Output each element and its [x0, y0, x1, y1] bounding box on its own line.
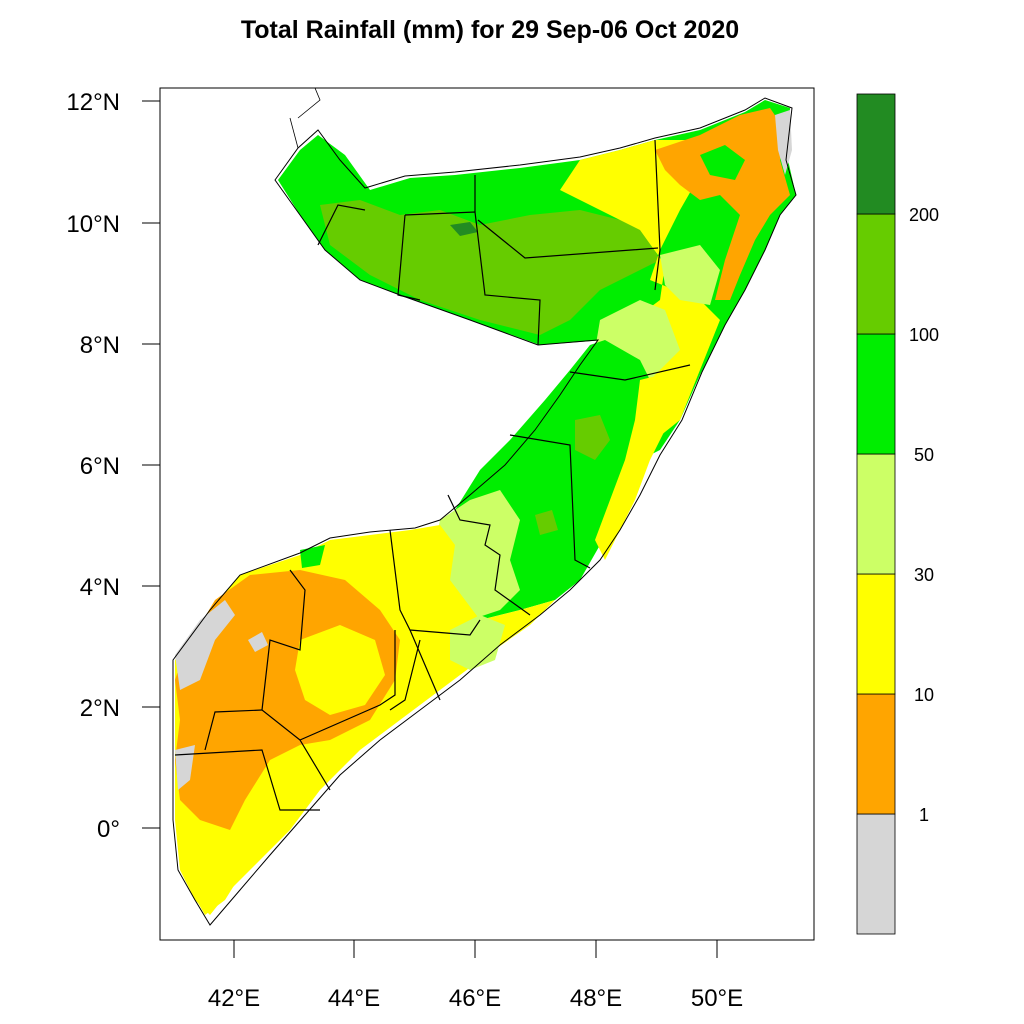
color-bar-bin — [856, 93, 896, 215]
color-bar-bin — [856, 333, 896, 455]
south-orange-top — [300, 580, 355, 620]
coastline-detail — [289, 88, 321, 149]
color-bar-labels: 1 10 30 50 100 200 — [909, 205, 939, 825]
northeast-orange — [655, 108, 790, 300]
northeast-grey-tip — [775, 110, 792, 175]
central-darkgreen-spot-2 — [535, 510, 558, 535]
map-title: Total Rainfall (mm) for 29 Sep-06 Oct 20… — [240, 16, 740, 44]
plot-frame — [159, 87, 815, 941]
color-bar-bin — [856, 213, 896, 335]
y-tick-label: 12°N — [66, 89, 120, 116]
color-bar-bin — [856, 573, 896, 695]
northeast-yellow — [560, 140, 720, 440]
south-lightgreen — [450, 615, 505, 670]
x-tick-label: 48°E — [570, 985, 622, 1012]
x-tick-label: 46°E — [449, 985, 501, 1012]
color-bar — [856, 93, 896, 935]
south-tip-yellow — [180, 830, 250, 915]
color-bar-bin — [856, 813, 896, 935]
color-bar-label: 1 — [919, 805, 929, 825]
rainfall-field — [172, 88, 797, 926]
color-bar-label: 100 — [909, 325, 939, 345]
y-tick-label: 10°N — [66, 211, 120, 238]
southwest-grey-1 — [175, 600, 235, 690]
southwest-grey-2 — [175, 745, 195, 790]
y-tick-label: 6°N — [80, 453, 120, 480]
south-green-spot — [300, 545, 325, 568]
north-dark-green-patch — [320, 200, 660, 335]
y-tick-label: 0° — [97, 816, 120, 843]
y-axis — [142, 100, 160, 829]
southwest-grey-3 — [248, 632, 268, 652]
y-tick-label: 4°N — [80, 574, 120, 601]
x-tick-label: 50°E — [691, 985, 743, 1012]
northeast-green-spot — [700, 145, 745, 180]
y-tick-label: 8°N — [80, 332, 120, 359]
color-bar-label: 30 — [914, 565, 934, 585]
south-yellow-inner — [295, 625, 385, 715]
x-tick-label: 42°E — [208, 985, 260, 1012]
admin-boundaries — [174, 139, 691, 811]
y-tick-labels: 12°N 10°N 8°N 6°N 4°N 2°N 0° — [66, 89, 120, 843]
color-bar-bin — [856, 453, 896, 575]
northeast-lightgreen — [660, 245, 720, 305]
country-outline — [172, 97, 797, 926]
x-tick-labels: 42°E 44°E 46°E 48°E 50°E — [208, 985, 743, 1012]
color-bar-label: 200 — [909, 205, 939, 225]
color-bar-bin — [856, 693, 896, 815]
color-bar-label: 10 — [914, 685, 934, 705]
y-tick-label: 2°N — [80, 695, 120, 722]
east-coast-yellow — [595, 370, 690, 560]
x-axis — [233, 940, 718, 958]
color-bar-label: 50 — [914, 445, 934, 465]
x-tick-label: 44°E — [328, 985, 380, 1012]
central-darkgreen-spot — [575, 415, 610, 460]
north-forest-patch — [450, 222, 478, 236]
